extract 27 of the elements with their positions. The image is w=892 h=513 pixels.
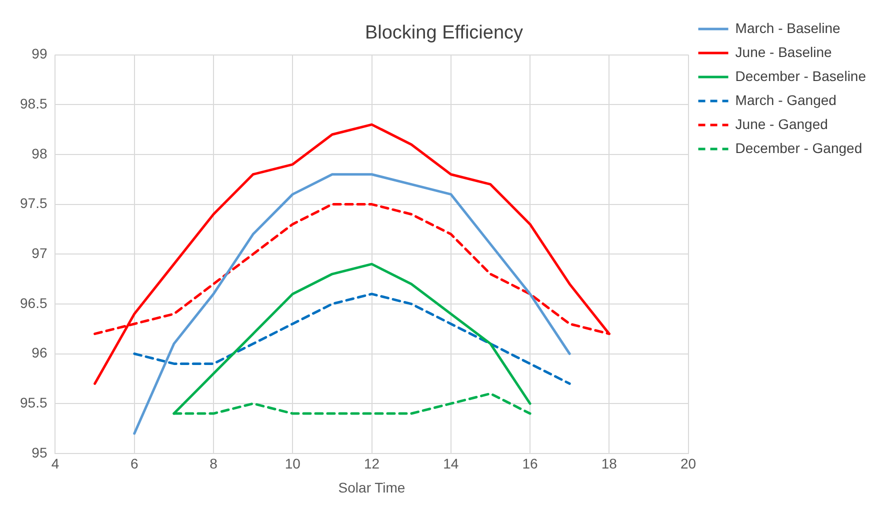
x-axis-title: Solar Time: [338, 479, 406, 496]
y-tick-label: 96: [32, 344, 48, 361]
y-tick-label: 98: [32, 145, 48, 162]
legend-label: March - Ganged: [735, 92, 836, 108]
x-tick-label: 16: [522, 456, 538, 472]
y-tick-label: 95.5: [20, 394, 48, 410]
x-tick-label: 10: [284, 456, 301, 472]
line-series: [133, 292, 571, 385]
x-tick-label: 6: [130, 456, 138, 472]
x-tick-label: 12: [364, 456, 380, 472]
y-tick-label: 97.5: [20, 195, 48, 212]
x-tick-label: 18: [601, 456, 618, 472]
y-tick-label: 96.5: [20, 294, 48, 311]
y-tick-label: 98.5: [20, 95, 48, 112]
chart-title: Blocking Efficiency: [364, 22, 524, 44]
x-tick-label: 20: [680, 456, 696, 472]
y-tick-label: 99: [32, 46, 48, 62]
x-tick-label: 14: [443, 456, 459, 472]
legend-label: March - Baseline: [735, 20, 841, 36]
y-tick-label: 95: [32, 444, 48, 460]
x-tick-label: 8: [210, 456, 218, 472]
legend-label: December - Baseline: [735, 68, 866, 84]
legend-label: December - Ganged: [735, 140, 862, 156]
legend-label: June - Ganged: [735, 116, 828, 132]
x-tick-label: 4: [51, 456, 60, 472]
legend-label: June - Baseline: [735, 44, 832, 60]
y-tick-label: 97: [32, 244, 48, 261]
